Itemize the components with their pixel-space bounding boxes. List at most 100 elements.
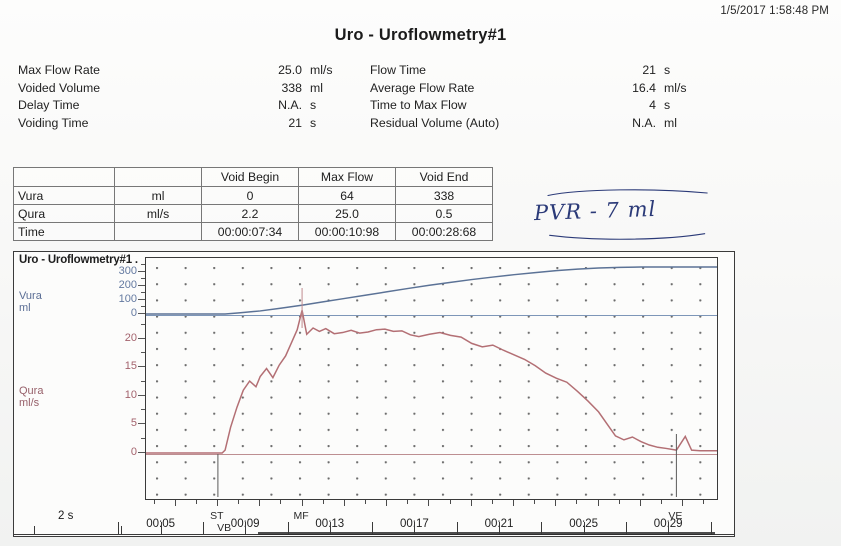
x-tick (343, 500, 345, 506)
plot-area (145, 257, 718, 500)
time-axis-tick (456, 522, 458, 534)
x-tick (513, 500, 514, 506)
summary-label: Time to Max Flow (370, 98, 467, 112)
row-unit: ml/s (114, 204, 202, 223)
summary-value: 21 (642, 63, 656, 77)
annotation-overline (547, 189, 708, 197)
row-unit (114, 222, 202, 241)
qura-axis-unit: ml/s (19, 397, 40, 409)
table-header-row: Void Begin Max Flow Void End (13, 167, 493, 187)
summary-unit: ml (310, 80, 323, 95)
event-label-ve: VE (668, 510, 683, 522)
summary-label: Flow Time (370, 63, 427, 77)
summary-row: Max Flow Rate 25.0 ml/s Flow Time 21 s (18, 62, 818, 80)
summary-block: Max Flow Rate 25.0 ml/s Flow Time 21 s Voide… (18, 62, 818, 132)
x-tick (238, 500, 240, 504)
summary-value: N.A. (278, 98, 302, 112)
x-tick (174, 500, 176, 506)
x-tick (555, 500, 557, 506)
x-axis-ticks (145, 500, 718, 508)
x-tick (597, 500, 599, 506)
event-marker-labels: ST VB MF VE (145, 508, 718, 538)
y-tick-mark (138, 337, 145, 339)
summary-label: Voiding Time (18, 115, 89, 130)
page-title: Uro - Uroflowmetry#1 (334, 26, 507, 44)
time-axis-tick (202, 522, 204, 534)
summary-unit: s (310, 115, 317, 130)
summary-row: Delay Time N.A. s Time to Max Flow 4 s (18, 97, 818, 115)
x-tick (661, 500, 662, 504)
table-header-blank-2 (114, 167, 202, 187)
time-axis-tick (287, 522, 289, 534)
cell-void-end: 00:00:28:68 (395, 222, 493, 241)
event-label-st: ST (210, 510, 224, 522)
y-minor-tick (141, 292, 145, 294)
y-tick-mark (138, 423, 145, 425)
vura-axis-name: Vura (19, 290, 42, 302)
qura-tick-label: 0 (130, 446, 137, 458)
event-label-vb: VB (217, 522, 232, 534)
summary-label: Delay Time (18, 98, 80, 112)
row-name: Qura (13, 204, 115, 223)
cell-void-begin: 2.2 (201, 204, 299, 223)
event-marker-lines (217, 288, 677, 497)
qura-axis-name: Qura (19, 385, 44, 397)
qura-curve (146, 310, 717, 454)
y-tick-mark (138, 394, 145, 396)
table-header-max-flow: Max Flow (298, 167, 396, 187)
row-name: Time (13, 222, 115, 241)
qura-tick-label: 10 (124, 388, 137, 401)
x-tick (491, 500, 493, 504)
summary-unit: s (310, 98, 317, 112)
summary-value: 4 (649, 98, 656, 112)
y-minor-tick (141, 409, 145, 411)
cell-max-flow: 00:00:10:98 (298, 222, 396, 241)
x-tick (470, 500, 472, 506)
scale-bar-label: 2 s (58, 510, 74, 522)
x-tick (280, 500, 282, 504)
vura-tick-label: 300 (118, 265, 137, 278)
x-tick (407, 500, 409, 504)
time-axis-tick (329, 522, 331, 534)
time-axis-tick (583, 522, 585, 534)
qura-tick-label: 5 (130, 417, 137, 430)
vura-axis-unit: ml (19, 302, 31, 314)
handwritten-annotation: PVR - 7 ml (530, 189, 730, 244)
y-tick-mark (138, 271, 145, 273)
qura-zero-line (146, 454, 717, 455)
summary-unit: ml/s (310, 63, 333, 77)
table-row: Vura ml 0 64 338 (13, 186, 493, 205)
table-row: Time 00:00:07:34 00:00:10:98 00:00:28:68 (13, 222, 493, 241)
time-axis-tick (541, 522, 543, 534)
summary-value: N.A. (632, 115, 656, 130)
x-tick (449, 500, 451, 504)
time-axis-highlight (258, 532, 715, 535)
x-tick (386, 500, 388, 506)
qura-axis-title: Qura ml/s (19, 385, 43, 409)
summary-unit: ml (664, 115, 677, 130)
annotation-text: PVR - 7 ml (533, 196, 657, 226)
cell-max-flow: 64 (298, 186, 396, 205)
time-axis-rule (13, 534, 735, 535)
table-row: Qura ml/s 2.2 25.0 0.5 (13, 204, 493, 223)
summary-label: Residual Volume (Auto) (370, 115, 500, 130)
summary-unit: s (664, 98, 671, 112)
x-tick (301, 500, 303, 506)
vura-axis-title: Vura ml (19, 290, 42, 314)
y-minor-tick (141, 380, 145, 382)
x-tick (576, 500, 578, 504)
y-minor-tick (141, 323, 145, 325)
vura-tick-label: 200 (118, 279, 137, 292)
chart-caption: Uro - Uroflowmetry#1 . (19, 254, 138, 266)
time-axis-tick (668, 522, 670, 534)
x-tick (322, 500, 324, 504)
summary-label: Average Flow Rate (370, 80, 475, 95)
summary-unit: ml/s (664, 80, 687, 95)
vura-zero-line (146, 315, 717, 316)
time-axis-tick (625, 522, 627, 534)
y-tick-mark (138, 366, 145, 368)
y-tick-mark (138, 285, 145, 287)
time-axis-tick (372, 522, 374, 534)
summary-value: 25.0 (278, 63, 302, 77)
x-tick (364, 500, 366, 504)
